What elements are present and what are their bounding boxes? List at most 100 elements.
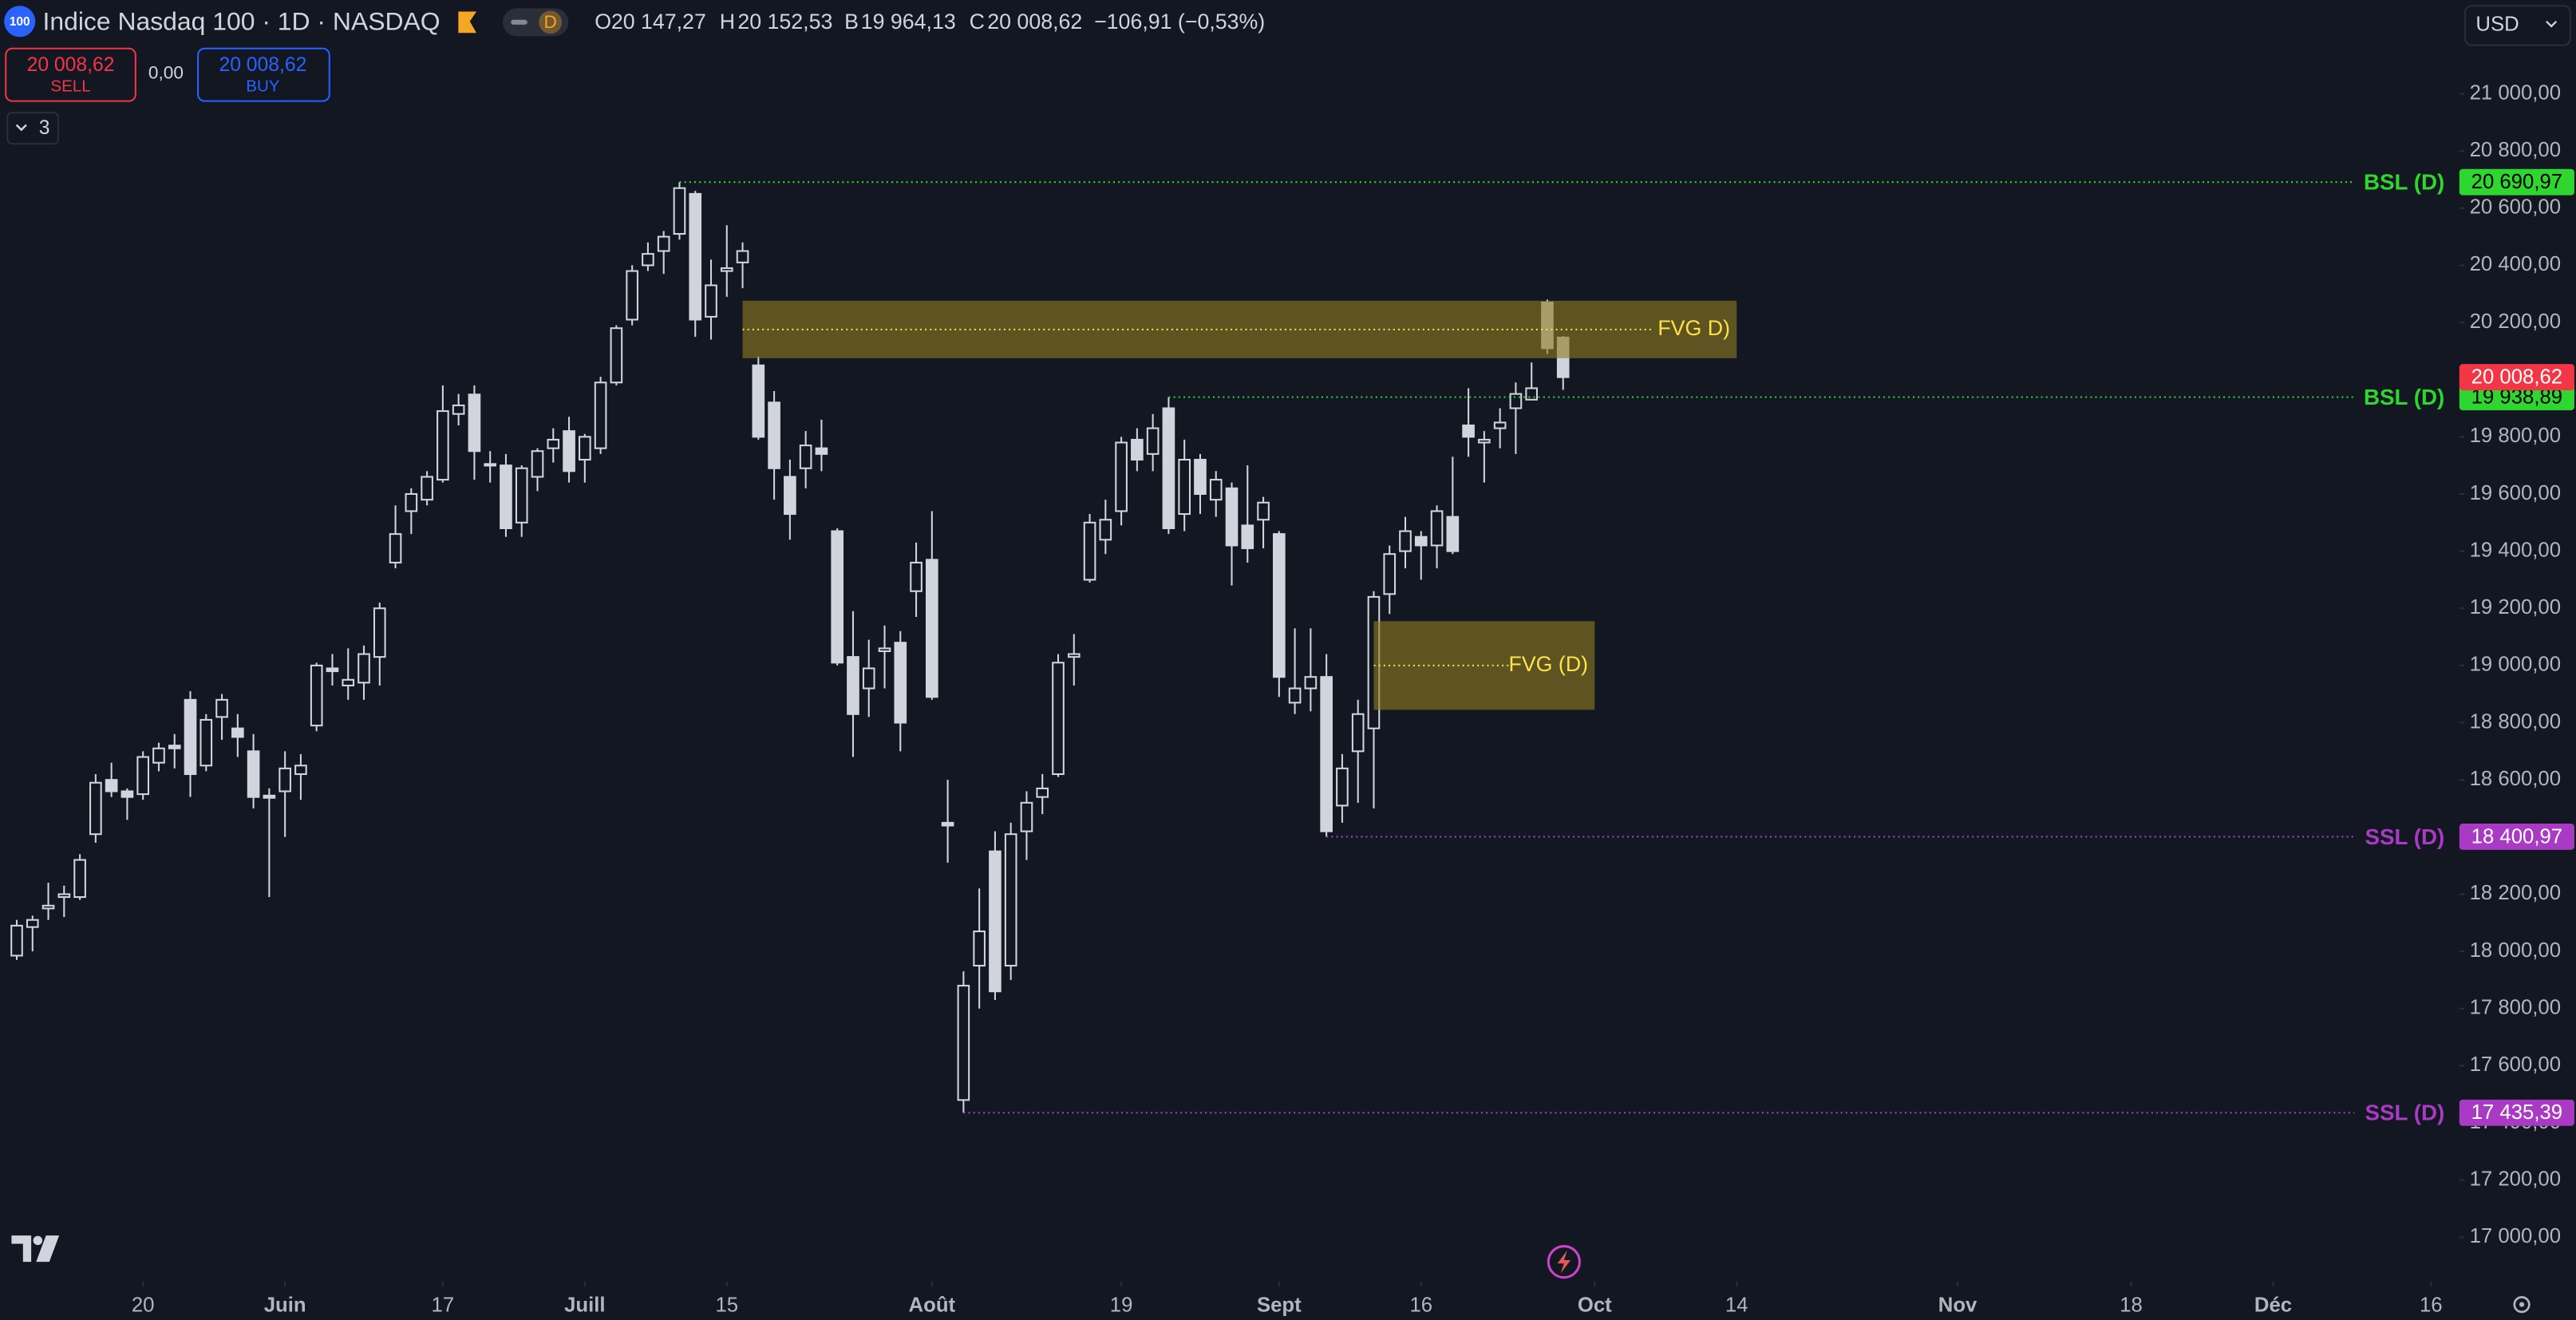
y-tick-label: 18 800,00 bbox=[2470, 710, 2561, 733]
candle-body bbox=[563, 430, 575, 472]
candle-body bbox=[484, 463, 497, 467]
indicators-toggle[interactable] bbox=[6, 112, 60, 145]
candle-body bbox=[26, 919, 39, 928]
settings-icon-dot bbox=[2519, 1302, 2525, 1307]
x-tick-label: Juin bbox=[264, 1294, 306, 1316]
candle-body bbox=[373, 607, 386, 658]
candle-body bbox=[1131, 438, 1144, 461]
candle-body bbox=[957, 985, 970, 1101]
sell-button[interactable] bbox=[5, 47, 136, 102]
tradingview-logo[interactable] bbox=[11, 1235, 60, 1263]
level-price-box bbox=[2459, 823, 2574, 850]
candle-body bbox=[1099, 519, 1112, 541]
candle-body bbox=[910, 561, 923, 592]
candle-body bbox=[215, 698, 228, 718]
candle-body bbox=[1115, 441, 1128, 512]
chevron-icon bbox=[15, 124, 27, 132]
candle-body bbox=[1351, 713, 1365, 753]
candle-body bbox=[768, 401, 780, 469]
candle-body bbox=[689, 192, 702, 321]
x-tick-label: 17 bbox=[432, 1294, 455, 1316]
symbol-title[interactable]: Indice Nasdaq 100 · 1D · NASDAQ bbox=[43, 6, 441, 35]
buy-label: BUY bbox=[246, 77, 280, 96]
candle-body bbox=[263, 794, 276, 799]
alert-icon[interactable] bbox=[1547, 1244, 1581, 1279]
candle-body bbox=[437, 410, 449, 481]
candle-body bbox=[468, 393, 481, 453]
candle-body bbox=[673, 187, 686, 235]
candle-body bbox=[1083, 521, 1096, 581]
candle-body bbox=[1194, 458, 1207, 496]
ohlc-value: 20 147,27 bbox=[611, 10, 706, 34]
ohlc-value: 19 964,13 bbox=[861, 10, 956, 34]
currency-select[interactable] bbox=[2464, 5, 2571, 46]
y-tick-label: 20 800,00 bbox=[2470, 139, 2561, 161]
fvg-label: FVG (D) bbox=[1508, 652, 1588, 676]
buy-button[interactable] bbox=[197, 47, 330, 102]
y-tick-label: 19 200,00 bbox=[2470, 596, 2561, 619]
candle-body bbox=[1320, 676, 1333, 832]
flag-icon[interactable] bbox=[458, 11, 477, 34]
candle-body bbox=[705, 284, 717, 318]
candle-body bbox=[1146, 427, 1160, 455]
fvg-zone bbox=[1373, 621, 1595, 710]
candle-body bbox=[279, 767, 291, 792]
candle-body bbox=[1430, 510, 1444, 547]
candle-body bbox=[405, 492, 418, 512]
candle-body bbox=[1209, 479, 1223, 501]
candle-body bbox=[358, 653, 370, 684]
candle-body bbox=[610, 327, 623, 384]
settings-icon[interactable] bbox=[2513, 1296, 2531, 1314]
candle-body bbox=[815, 447, 828, 455]
x-tick-label: Nov bbox=[1938, 1294, 1977, 1316]
candle-body bbox=[973, 930, 986, 967]
candle-body bbox=[626, 270, 638, 321]
level-price-label: 20 690,97 bbox=[2471, 171, 2562, 193]
candle-body bbox=[342, 678, 355, 686]
y-tick-label: 17 600,00 bbox=[2470, 1053, 2561, 1076]
candle-body bbox=[231, 727, 244, 738]
candle-body bbox=[642, 253, 654, 267]
ohlc-key: O bbox=[595, 10, 611, 34]
candle-body bbox=[878, 647, 891, 653]
candle-body bbox=[389, 533, 402, 563]
candle-body bbox=[1304, 676, 1318, 690]
logo-part bbox=[11, 1235, 32, 1263]
candle-body bbox=[152, 747, 165, 764]
level-price-label: 18 400,97 bbox=[2471, 825, 2562, 848]
x-tick-label: Oct bbox=[1578, 1294, 1612, 1316]
x-tick-label: Sept bbox=[1257, 1294, 1302, 1316]
candle-body bbox=[73, 859, 86, 899]
candle-body bbox=[121, 790, 134, 798]
candle-body bbox=[452, 404, 465, 415]
candle-body bbox=[500, 464, 512, 529]
x-tick-label: 16 bbox=[1409, 1294, 1432, 1316]
plot-area: 21 000,00 20 800,00 20 600,00 20 400,00 20 2… bbox=[10, 81, 2574, 1316]
level-name: BSL (D) bbox=[2364, 385, 2444, 409]
sell-price: 20 008,62 bbox=[27, 54, 115, 76]
buy-price: 20 008,62 bbox=[219, 54, 306, 76]
candle-body bbox=[1036, 787, 1049, 798]
y-tick-label: 20 600,00 bbox=[2470, 196, 2561, 219]
candle-body bbox=[736, 250, 749, 263]
candle-body bbox=[547, 438, 560, 449]
candle-body bbox=[1162, 407, 1175, 529]
candle-body bbox=[1462, 424, 1475, 438]
candle-body bbox=[10, 924, 23, 957]
candle-body bbox=[421, 476, 433, 501]
y-tick-label: 20 400,00 bbox=[2470, 253, 2561, 275]
candle-body bbox=[720, 267, 733, 272]
candle-body bbox=[847, 656, 859, 715]
candle-body bbox=[1383, 553, 1397, 595]
interval-pill[interactable] bbox=[502, 8, 569, 37]
candle-body bbox=[515, 467, 528, 524]
fvg-label: FVG D) bbox=[1657, 316, 1730, 340]
level-name: SSL (D) bbox=[2365, 1101, 2444, 1125]
level-name: SSL (D) bbox=[2365, 824, 2444, 849]
ohlc-value: 20 152,53 bbox=[737, 10, 832, 34]
candle-body bbox=[57, 893, 71, 899]
candle-body bbox=[531, 450, 544, 478]
level-name: BSL (D) bbox=[2364, 170, 2444, 195]
y-tick-label: 21 000,00 bbox=[2470, 81, 2561, 104]
